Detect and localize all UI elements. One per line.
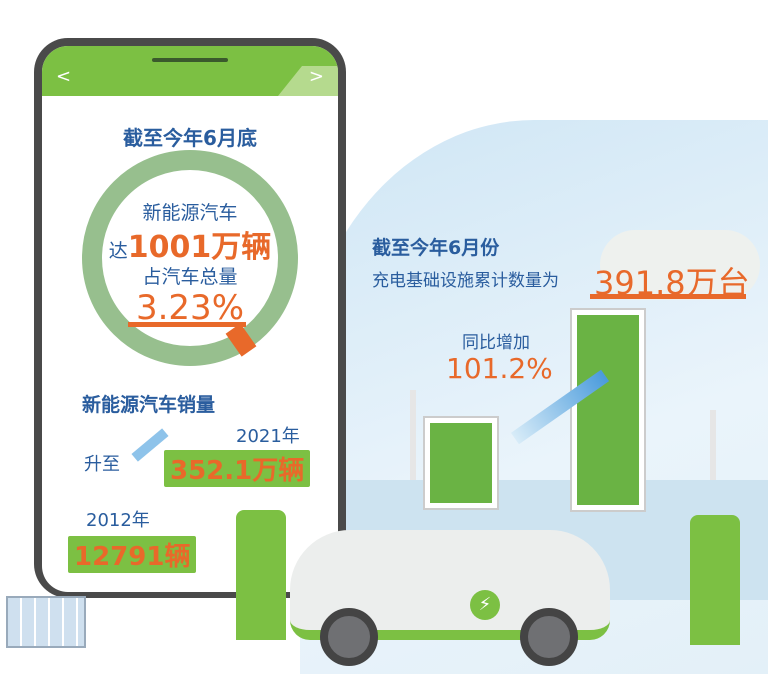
bar-previous xyxy=(425,418,497,508)
ring-line3: 占汽车总量 xyxy=(142,266,238,288)
share-value: 3.23% xyxy=(135,288,244,328)
charging-station xyxy=(236,510,286,640)
ring-prefix: 达 xyxy=(108,240,128,262)
phone-title: 截至今年6月底 xyxy=(123,126,257,150)
share-underline xyxy=(128,322,246,327)
back-button[interactable]: < xyxy=(56,66,72,87)
phone-header xyxy=(42,46,338,96)
wind-turbine xyxy=(410,390,416,540)
sales-2021: 352.1万辆 xyxy=(164,450,311,487)
ring-line2: 达1001万辆 xyxy=(70,222,310,266)
phone-screen: < > xyxy=(42,46,338,592)
sales-title: 新能源汽车销量 xyxy=(82,394,216,416)
lightning-icon: ⚡ xyxy=(470,590,500,620)
total-nev: 1001万辆 xyxy=(127,230,272,265)
bar-current xyxy=(572,310,644,510)
solar-panel xyxy=(6,596,86,648)
value-underline xyxy=(590,294,746,299)
charging-station xyxy=(690,515,740,645)
rise-label: 升至 xyxy=(84,454,120,475)
growth-value: 101.2% xyxy=(446,352,553,385)
phone-notch xyxy=(152,58,228,62)
charging-title: 截至今年6月份 xyxy=(372,237,500,259)
growth-label: 同比增加 xyxy=(462,333,530,353)
sales-2012: 12791辆 xyxy=(68,536,197,573)
forward-button[interactable]: > xyxy=(308,66,324,87)
year-2012: 2012年 xyxy=(86,510,150,531)
cloud xyxy=(600,230,760,300)
year-2021: 2021年 xyxy=(236,426,300,447)
car-wheel xyxy=(520,608,578,666)
charging-label: 充电基础设施累计数量为 xyxy=(372,271,559,291)
car-wheel xyxy=(320,608,378,666)
ring-line1: 新能源汽车 xyxy=(142,202,238,224)
wind-turbine xyxy=(710,410,716,540)
